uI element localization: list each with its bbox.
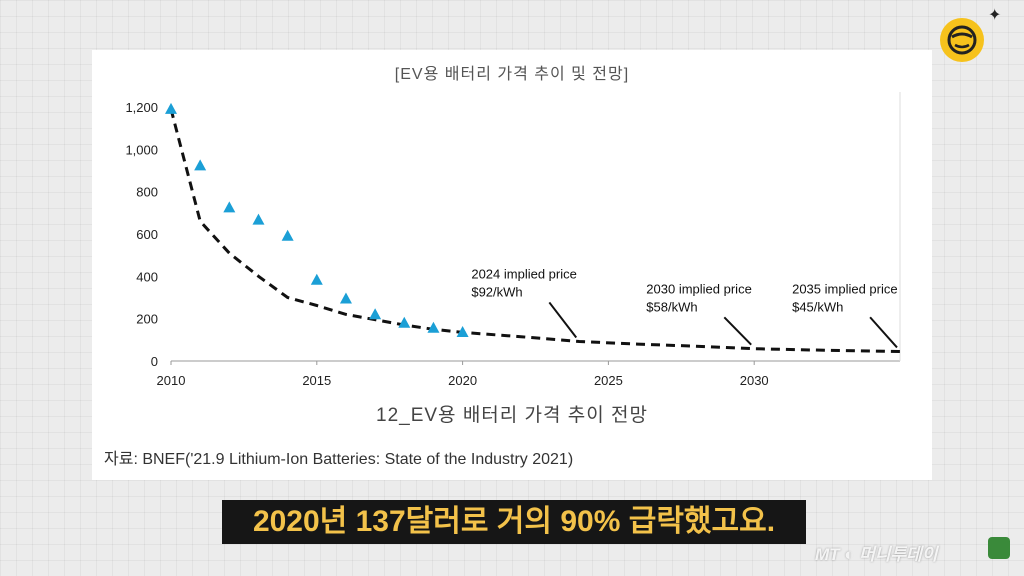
price-marker-triangle bbox=[427, 321, 440, 333]
video-subtitle: 2020년 137달러로 거의 90% 급락했고요. bbox=[222, 500, 806, 544]
price-marker-triangle bbox=[369, 308, 382, 320]
figure-caption: 12_EV용 배터리 가격 추이 전망 bbox=[376, 405, 648, 426]
sparkle-icon: ✦ bbox=[988, 7, 1002, 24]
annotation-value: $92/kWh bbox=[471, 284, 522, 299]
source-note: 자료: BNEF('21.9 Lithium-Ion Batteries: St… bbox=[104, 451, 574, 468]
price-marker-triangle bbox=[165, 102, 177, 114]
y-tick-label: 200 bbox=[136, 312, 158, 327]
price-marker-triangle bbox=[339, 292, 352, 304]
x-tick-label: 2020 bbox=[448, 373, 477, 388]
trend-dashed-line bbox=[169, 108, 901, 353]
battery-price-chart: 0 200 400 600 800 1,000 1,200 2010 2015 2020 2025 2… bbox=[125, 92, 901, 388]
annotation-value: $58/kWh bbox=[646, 299, 697, 314]
x-tick-label: 2025 bbox=[594, 373, 623, 388]
price-marker-triangle bbox=[281, 229, 294, 241]
x-tick-label: 2030 bbox=[740, 373, 769, 388]
y-tick-label: 1,000 bbox=[125, 142, 158, 157]
x-tick-label: 2015 bbox=[302, 373, 331, 388]
channel-logo-icon bbox=[940, 18, 984, 62]
price-marker-triangle bbox=[310, 273, 323, 285]
annotation-pointer-line bbox=[548, 301, 578, 339]
chart-card: [EV용 배터리 가격 추이 및 전망] 0 200 400 600 800 1,000 1… bbox=[92, 50, 932, 480]
annotation-label: 2035 implied price bbox=[792, 281, 898, 296]
annotation-pointer-line bbox=[869, 316, 898, 349]
y-tick-label: 600 bbox=[136, 227, 158, 242]
annotation-pointer-line bbox=[723, 316, 752, 346]
price-marker-triangle bbox=[456, 326, 469, 338]
chart-title: [EV용 배터리 가격 추이 및 전망] bbox=[394, 66, 630, 83]
broadcaster-badge-icon bbox=[988, 537, 1010, 559]
annotation-label: 2024 implied price bbox=[471, 266, 577, 281]
price-marker-triangle bbox=[194, 159, 207, 171]
y-tick-label: 1,200 bbox=[125, 100, 158, 115]
y-tick-label: 400 bbox=[136, 269, 158, 284]
annotation-label: 2030 implied price bbox=[646, 281, 752, 296]
price-marker-triangle bbox=[398, 316, 411, 328]
price-marker-triangle bbox=[252, 213, 265, 225]
annotation-value: $45/kWh bbox=[792, 299, 843, 314]
y-tick-label: 0 bbox=[151, 354, 158, 369]
y-tick-label: 800 bbox=[136, 185, 158, 200]
x-tick-label: 2010 bbox=[157, 373, 186, 388]
price-marker-triangle bbox=[223, 201, 236, 213]
broadcaster-watermark: MT ◐ 머니투데이 bbox=[815, 545, 938, 564]
